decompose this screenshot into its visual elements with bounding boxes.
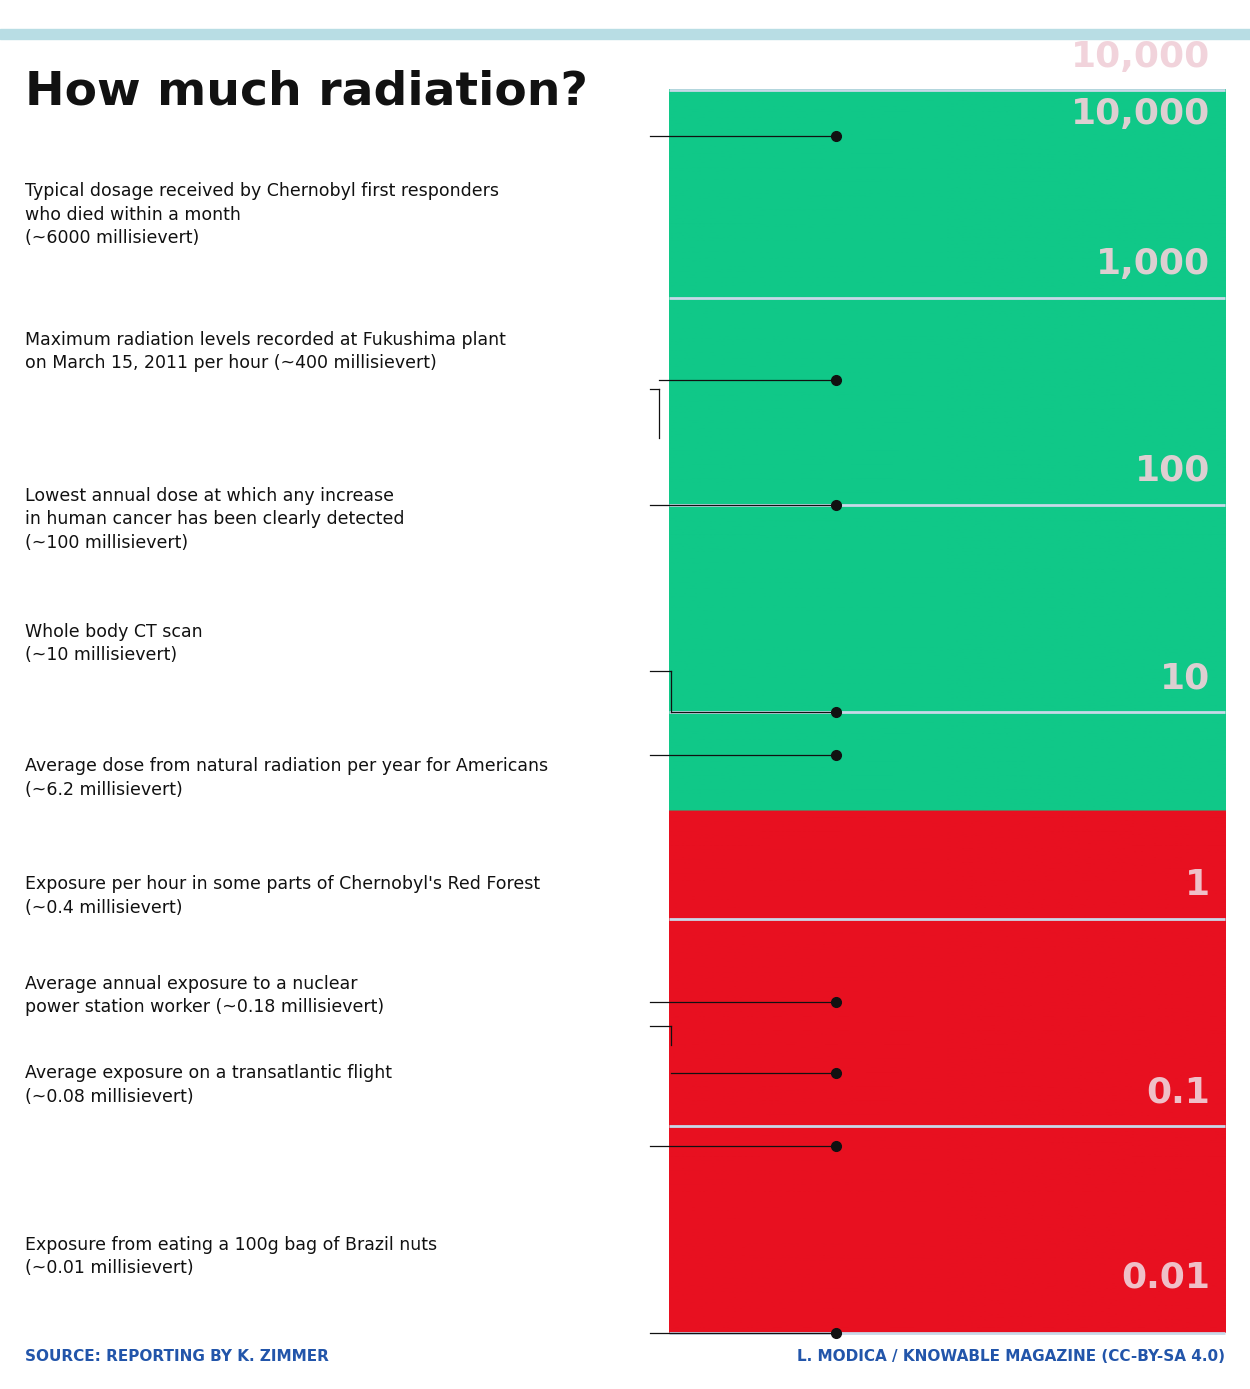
Text: 1: 1 [1185,868,1210,903]
Text: Average dose from natural radiation per year for Americans
(~6.2 millisievert): Average dose from natural radiation per … [25,757,548,799]
Text: Maximum radiation levels recorded at Fukushima plant
on March 15, 2011 per hour : Maximum radiation levels recorded at Fuk… [25,331,506,372]
Text: Average exposure on a transatlantic flight
(~0.08 millisievert): Average exposure on a transatlantic flig… [25,1064,392,1106]
Text: Lowest annual dose at which any increase
in human cancer has been clearly detect: Lowest annual dose at which any increase… [25,486,405,551]
Text: 10: 10 [1160,661,1210,694]
Text: 10,000: 10,000 [1071,40,1210,74]
Bar [0,29,1250,39]
Text: 10,000: 10,000 [1071,97,1210,131]
Text: Exposure per hour in some parts of Chernobyl's Red Forest
(~0.4 millisievert): Exposure per hour in some parts of Chern… [25,875,540,917]
Text: 100: 100 [1135,454,1210,488]
Text: L. MODICA / KNOWABLE MAGAZINE (CC-BY-SA 4.0): L. MODICA / KNOWABLE MAGAZINE (CC-BY-SA … [798,1349,1225,1364]
Text: SOURCE: REPORTING BY K. ZIMMER: SOURCE: REPORTING BY K. ZIMMER [25,1349,329,1364]
Text: Average annual exposure to a nuclear
power station worker (~0.18 millisievert): Average annual exposure to a nuclear pow… [25,975,384,1017]
Text: Whole body CT scan
(~10 millisievert): Whole body CT scan (~10 millisievert) [25,622,203,664]
Text: 0.1: 0.1 [1146,1075,1210,1110]
Text: 1,000: 1,000 [1096,247,1210,281]
Text: Exposure from eating a 100g bag of Brazil nuts
(~0.01 millisievert): Exposure from eating a 100g bag of Brazi… [25,1236,437,1276]
Text: How much radiation?: How much radiation? [25,69,588,114]
Text: Typical dosage received by Chernobyl first responders
who died within a month
(~: Typical dosage received by Chernobyl fir… [25,182,499,247]
Text: 0.01: 0.01 [1121,1261,1210,1295]
